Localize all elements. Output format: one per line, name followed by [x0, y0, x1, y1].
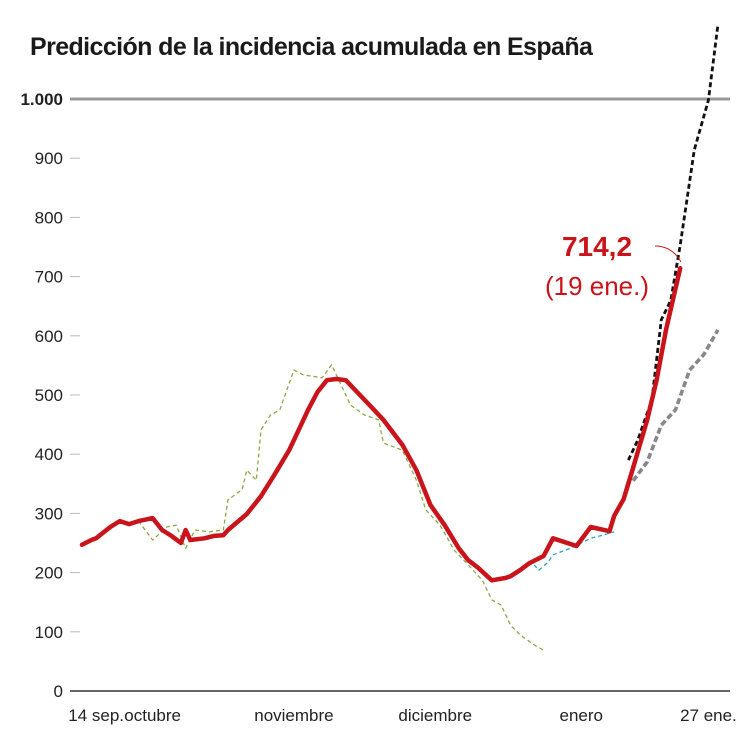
x-axis: 14 sep. octubre noviembre diciembre enero 27 … — [68, 706, 737, 725]
y-tick-label: 200 — [35, 564, 63, 583]
x-tick-label: enero — [560, 706, 603, 725]
annotation-connector — [654, 245, 682, 263]
series-line-1 — [137, 364, 544, 651]
y-tick-label: 800 — [35, 208, 63, 227]
annotation-value: 714,2 — [562, 231, 632, 262]
y-axis: 0 100 200 300 400 500 600 700 800 900 1.000 — [20, 90, 730, 701]
x-tick-label: octubre — [124, 706, 181, 725]
series-line-0 — [79, 265, 683, 583]
x-tick-label: noviembre — [254, 706, 333, 725]
y-tick-label: 900 — [35, 149, 63, 168]
y-tick-label: 400 — [35, 445, 63, 464]
x-tick-label: diciembre — [398, 706, 472, 725]
annotation-date: (19 ene.) — [545, 271, 649, 301]
y-tick-label: 0 — [54, 682, 63, 701]
x-tick-label: 14 sep. — [68, 706, 124, 725]
annotation: 714,2 (19 ene.) — [545, 231, 682, 301]
series-line-2 — [533, 531, 615, 571]
y-tick-label: 300 — [35, 504, 63, 523]
series-group — [79, 24, 720, 651]
x-tick-label: 27 ene. — [680, 706, 737, 725]
y-tick-label: 700 — [35, 268, 63, 287]
series-line-4 — [631, 329, 720, 482]
y-tick-label: 100 — [35, 623, 63, 642]
y-tick-label: 600 — [35, 327, 63, 346]
series-line-3 — [627, 24, 720, 461]
y-tick-label: 1.000 — [20, 90, 63, 109]
chart-title: Predicción de la incidencia acumulada en… — [30, 33, 594, 61]
y-tick-label: 500 — [35, 386, 63, 405]
